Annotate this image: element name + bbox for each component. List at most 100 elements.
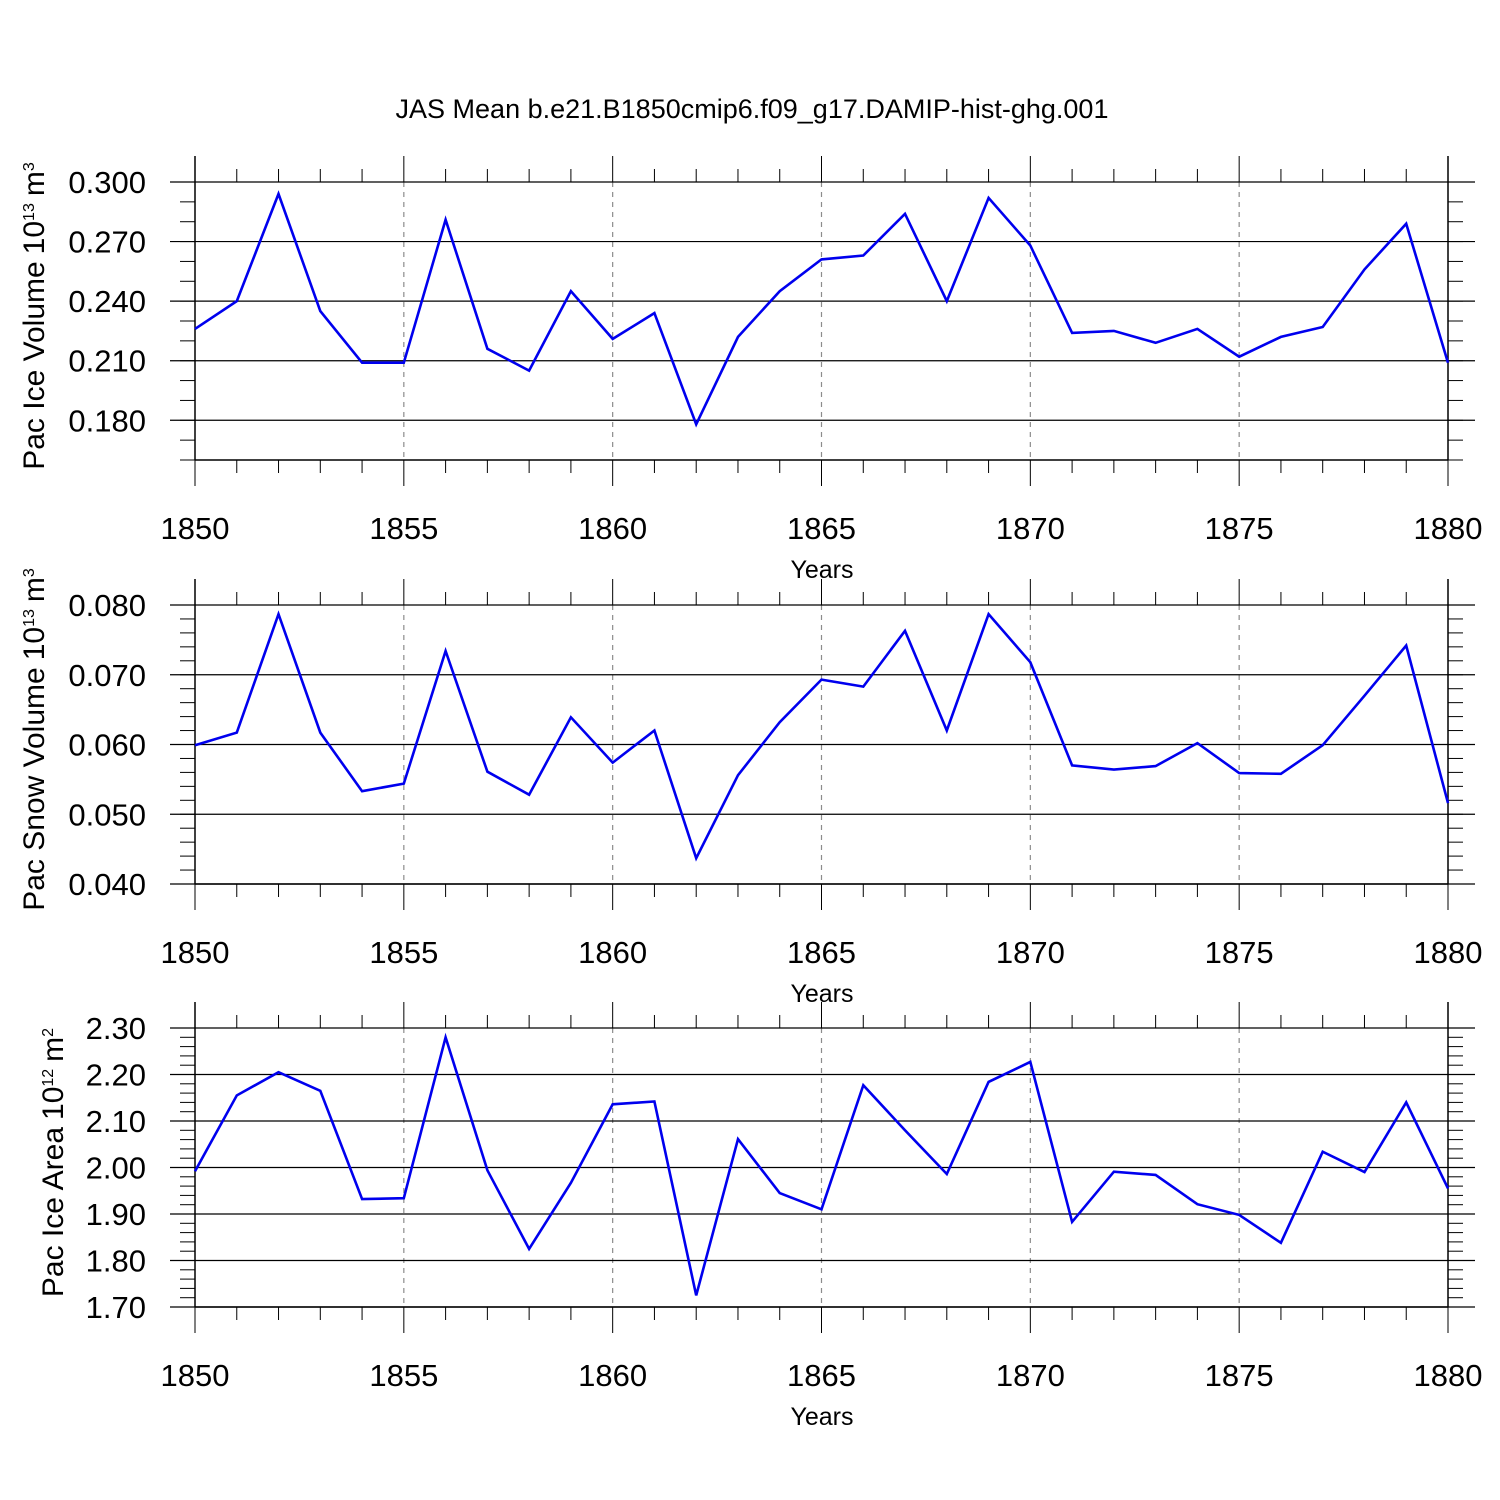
data-point: [1195, 1202, 1199, 1206]
data-point: [193, 327, 197, 331]
y-axis-unit-name: m: [18, 171, 51, 196]
data-point: [903, 212, 907, 216]
y-axis-unit-power: 3: [21, 162, 38, 171]
y-axis-label: Pac Ice Area 1012 m2: [37, 1028, 70, 1297]
y-tick-label: 1.70: [86, 1290, 146, 1325]
x-tick-label: 1870: [996, 935, 1065, 970]
panel-3: 2.30 2.20 2.10 2.00 1.90 1.80 1.70 1850 1855 1860…: [37, 1002, 1482, 1431]
data-point: [1237, 771, 1241, 775]
data-point: [527, 369, 531, 373]
data-point: [1237, 355, 1241, 359]
data-point: [1070, 331, 1074, 335]
data-point: [1070, 1220, 1074, 1224]
data-point: [1028, 1060, 1032, 1064]
data-point: [1112, 1170, 1116, 1174]
x-tick-label: 1880: [1414, 1358, 1483, 1393]
y-tick-label: 1.90: [86, 1197, 146, 1232]
data-point: [945, 729, 949, 733]
y-axis-unit-base: 10: [37, 1087, 70, 1120]
x-tick-label: 1875: [1205, 935, 1274, 970]
data-point: [1279, 1241, 1283, 1245]
x-tick-label: 1880: [1414, 935, 1483, 970]
data-point: [527, 1247, 531, 1251]
data-point: [987, 1080, 991, 1084]
data-point: [903, 1128, 907, 1132]
data-point: [193, 1169, 197, 1173]
x-tick-label: 1870: [996, 1358, 1065, 1393]
data-point: [444, 1035, 448, 1039]
data-point: [1321, 743, 1325, 747]
data-point: [861, 685, 865, 689]
data-point: [569, 289, 573, 293]
y-axis-unit-base: 10: [18, 221, 51, 254]
data-point: [235, 731, 239, 735]
data-point: [318, 309, 322, 313]
data-point: [1404, 644, 1408, 648]
data-point: [1363, 1170, 1367, 1174]
data-point: [945, 1172, 949, 1176]
x-tick-label: 1860: [578, 935, 647, 970]
y-axis-unit-exponent: 12: [40, 1069, 57, 1087]
data-point: [485, 1168, 489, 1172]
data-point: [1195, 741, 1199, 745]
data-point: [360, 789, 364, 793]
data-point: [1028, 660, 1032, 664]
data-point: [235, 299, 239, 303]
data-point: [652, 311, 656, 315]
y-axis-unit-power: 3: [21, 568, 38, 577]
data-point: [652, 729, 656, 733]
data-point: [820, 257, 824, 261]
data-point: [820, 1207, 824, 1211]
data-point: [1446, 1186, 1450, 1190]
data-point: [1404, 222, 1408, 226]
data-point: [1279, 335, 1283, 339]
x-tick-label: 1860: [578, 511, 647, 546]
data-point: [736, 773, 740, 777]
y-tick-label: 0.240: [68, 284, 146, 319]
x-axis-label: Years: [790, 1403, 853, 1431]
data-point: [485, 347, 489, 351]
x-tick-label: 1865: [787, 1358, 856, 1393]
series-line: [194, 610, 1450, 862]
data-point: [611, 761, 615, 765]
figure-title: JAS Mean b.e21.B1850cmip6.f09_g17.DAMIP-…: [396, 94, 1109, 124]
data-point: [569, 715, 573, 719]
y-tick-label: 0.070: [68, 658, 146, 693]
data-point: [360, 361, 364, 365]
data-point: [444, 649, 448, 653]
x-tick-label: 1850: [161, 1358, 230, 1393]
data-point: [1112, 768, 1116, 772]
y-axis-unit-exponent: 13: [21, 609, 38, 627]
data-point: [1404, 1100, 1408, 1104]
data-point: [402, 782, 406, 786]
data-point: [903, 629, 907, 633]
panel-1: 0.300 0.270 0.240 0.210 0.180 1850 1855 1860 186…: [18, 156, 1482, 584]
series-line: [193, 1032, 1450, 1296]
data-point: [778, 1191, 782, 1195]
y-axis-unit-name: m: [37, 1037, 70, 1062]
x-tick-label: 1870: [996, 511, 1065, 546]
data-point: [1154, 764, 1158, 768]
data-point: [945, 299, 949, 303]
x-tick-label: 1865: [787, 935, 856, 970]
data-point: [1112, 329, 1116, 333]
data-point: [1279, 772, 1283, 776]
data-point: [318, 1089, 322, 1093]
data-point: [987, 196, 991, 200]
x-tick-label: 1875: [1205, 1358, 1274, 1393]
x-tick-label: 1850: [161, 935, 230, 970]
data-point: [527, 793, 531, 797]
series-line: [194, 190, 1450, 428]
x-tick-label: 1855: [369, 1358, 438, 1393]
data-point: [1070, 763, 1074, 767]
data-point: [277, 612, 281, 616]
y-tick-label: 2.10: [86, 1104, 146, 1139]
data-point: [611, 1102, 615, 1106]
data-point: [485, 770, 489, 774]
y-tick-label: 0.050: [68, 797, 146, 832]
y-tick-label: 0.270: [68, 225, 146, 260]
x-tick-label: 1875: [1205, 511, 1274, 546]
data-point: [987, 612, 991, 616]
data-point: [1363, 694, 1367, 698]
data-point: [861, 254, 865, 258]
